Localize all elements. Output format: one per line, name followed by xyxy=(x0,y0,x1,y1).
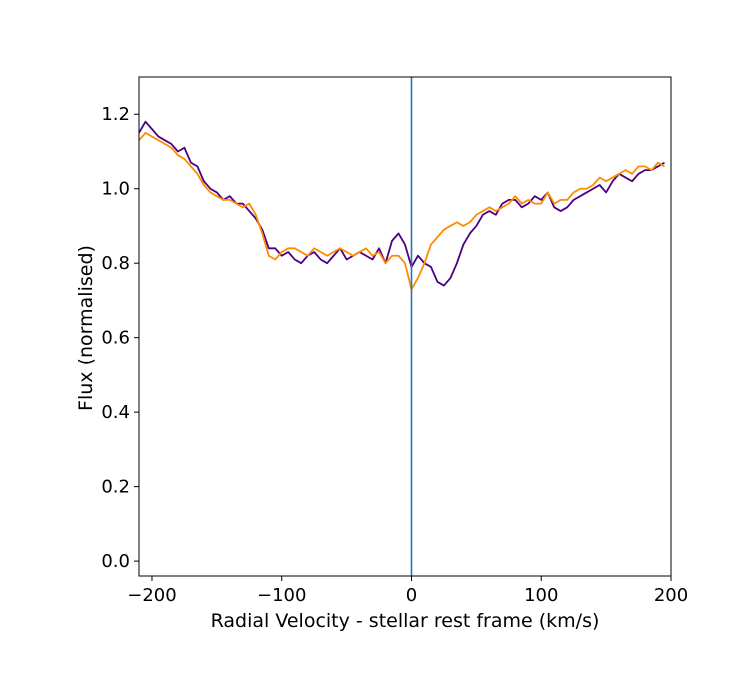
y-tick-label: 0.6 xyxy=(101,328,130,349)
plot-frame xyxy=(138,76,672,577)
x-tick-label: −100 xyxy=(257,585,306,606)
x-tick-label: 100 xyxy=(524,585,558,606)
y-tick-label: 0.0 xyxy=(101,551,130,572)
y-tick-label: 0.8 xyxy=(101,253,130,274)
series-line-2 xyxy=(139,131,665,291)
y-tick-label: 0.2 xyxy=(101,477,130,498)
x-tick-label: 0 xyxy=(406,585,417,606)
y-tick-label: 1.2 xyxy=(101,104,130,125)
y-axis-title: Flux (normalised) xyxy=(75,245,97,411)
x-axis-title: Radial Velocity - stellar rest frame (km… xyxy=(211,610,600,632)
x-tick-label: 200 xyxy=(654,585,688,606)
series-line-1 xyxy=(139,120,665,287)
axis-ticks xyxy=(134,113,672,581)
tick-labels: −200 −100 0 100 200 0.0 0.2 0.4 0.6 0.8 1.0 1.2 xyxy=(101,104,688,606)
y-tick-label: 1.0 xyxy=(101,179,130,200)
series-layer xyxy=(139,120,665,291)
y-tick-label: 0.4 xyxy=(101,402,130,423)
plot-area xyxy=(139,77,671,576)
x-tick-label: −200 xyxy=(127,585,176,606)
